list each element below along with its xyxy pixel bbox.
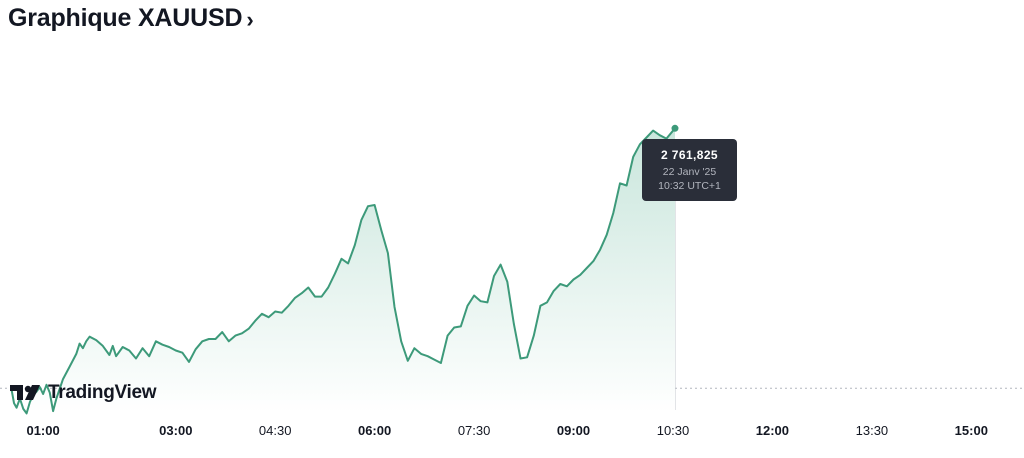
page-title: Graphique XAUUSD	[8, 4, 243, 32]
tradingview-logo-icon	[10, 385, 40, 400]
tradingview-wordmark: TradingView	[48, 382, 157, 403]
x-tick-label: 01:00	[26, 423, 60, 438]
tooltip-time: 10:32 UTC+1	[658, 180, 721, 192]
x-tick-label: 07:30	[457, 423, 491, 438]
price-area-fill	[11, 128, 676, 414]
x-tick-label: 06:00	[357, 423, 392, 438]
x-tick-label: 15:00	[954, 423, 988, 438]
price-tooltip: 2 761,825 22 Janv '25 10:32 UTC+1	[642, 139, 737, 201]
x-tick-label: 12:00	[755, 423, 790, 438]
tradingview-logo[interactable]: TradingView	[10, 382, 157, 404]
chart-title-link[interactable]: Graphique XAUUSD ›	[8, 4, 254, 33]
last-price-point[interactable]	[671, 124, 679, 132]
x-tick-label: 10:30	[656, 423, 690, 438]
x-tick-label: 03:00	[159, 423, 193, 438]
x-tick-label: 13:30	[855, 423, 889, 438]
chevron-right-icon: ›	[246, 6, 254, 32]
price-line	[10, 127, 676, 415]
tooltip-date: 22 Janv '25	[662, 166, 717, 178]
tooltip-price: 2 761,825	[661, 148, 718, 162]
x-tick-label: 09:00	[556, 423, 591, 438]
x-tick-label: 04:30	[258, 423, 292, 438]
